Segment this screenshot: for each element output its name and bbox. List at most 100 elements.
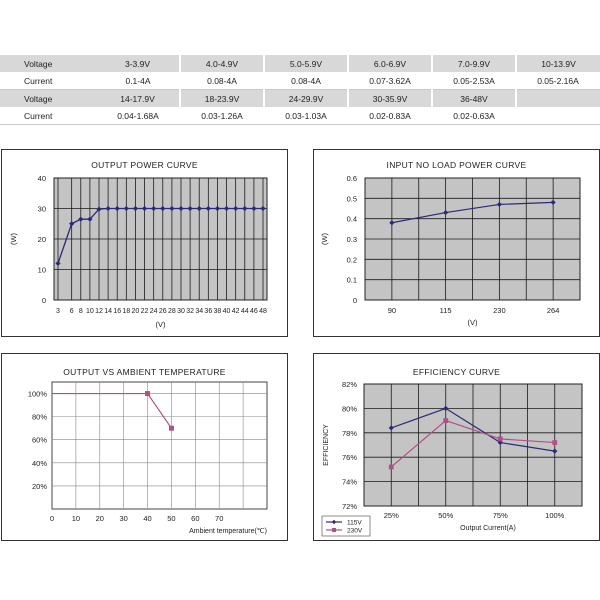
data-point [160, 205, 166, 212]
data-point [169, 205, 175, 212]
chart-title: EFFICIENCY CURVE [412, 367, 501, 377]
x-tick-label: 8 [79, 308, 83, 315]
spec-table: Voltage 3-3.9V 4.0-4.9V 5.0-5.9V 6.0-6.9… [0, 55, 600, 125]
y-tick-label: 0 [353, 296, 357, 305]
x-tick-label: 75% [493, 511, 508, 520]
table-cell: 5.0-5.9V [263, 55, 348, 72]
x-tick-label: 28 [168, 308, 176, 315]
x-tick-label: 34 [195, 308, 203, 315]
x-tick-label: 100% [545, 511, 565, 520]
data-point [496, 201, 502, 208]
x-tick-label: 30 [119, 514, 127, 523]
x-tick-label: 3 [56, 308, 60, 315]
chart-title: OUTPUT VS AMBIENT TEMPERATURE [63, 367, 226, 377]
legend-label: 115V [347, 520, 362, 527]
y-tick-label: 10 [38, 266, 46, 275]
table-cell: 0.05-2.53A [432, 72, 516, 90]
data-point [497, 439, 503, 446]
data-point [69, 221, 75, 227]
table-cell: 4.0-4.9V [179, 55, 264, 72]
y-tick-label: 76% [342, 453, 357, 462]
x-tick-label: 14 [104, 308, 112, 315]
legend-marker [332, 528, 336, 532]
y-tick-label: 0 [42, 296, 46, 305]
table-cell: 10-13.9V [515, 55, 600, 72]
data-point [196, 205, 202, 212]
output-power-plot: 3 6 8 10 12 14 16 18 20 22 24 26 28 30 32 34 36 38 40 42 44 4… [9, 174, 268, 329]
table-cell [516, 107, 600, 125]
y-tick-label: 0.5 [347, 194, 357, 203]
table-cell: 0.1-4A [96, 72, 180, 90]
chart-title: INPUT NO LOAD POWER CURVE [386, 160, 527, 170]
plot-area [51, 381, 268, 510]
x-tick-label: 10 [72, 514, 80, 523]
table-cell: 36-48V [431, 89, 516, 107]
table-cell: 0.03-1.26A [180, 107, 264, 125]
table-cell: 0.02-0.83A [348, 107, 432, 125]
legend-label: 230V [347, 528, 363, 535]
x-tick-label: 46 [250, 308, 258, 315]
x-tick-label: 230 [493, 306, 506, 315]
data-point [550, 199, 556, 205]
table-cell: 0.03-1.03A [264, 107, 348, 125]
data-point [145, 391, 151, 397]
x-axis-label: Output Current(A) [460, 525, 516, 532]
data-point [233, 205, 239, 212]
y-tick-label: 30 [38, 205, 46, 214]
data-point [178, 205, 184, 212]
data-point [168, 425, 174, 431]
y-axis-label: (W) [9, 232, 18, 245]
x-tick-label: 264 [547, 306, 560, 315]
chart-title: OUTPUT POWER CURVE [91, 160, 198, 170]
y-tick-label: 72% [342, 502, 357, 511]
y-tick-label: 0.1 [347, 276, 357, 285]
data-point [388, 464, 394, 470]
x-tick-label: 70 [215, 514, 223, 523]
efficiency-plot: 72% 74% 76% 78% 80% 82% 25% 50% 75% 100% EFFICIENC… [321, 380, 583, 537]
legend-box [321, 515, 371, 537]
x-tick-label: 24 [150, 308, 158, 315]
x-tick-label: 36 [204, 308, 212, 315]
x-tick-label: 90 [388, 306, 396, 315]
y-tick-label: 20 [38, 235, 46, 244]
series-line [391, 407, 555, 452]
table-row: Current 0.1-4A 0.08-4A 0.08-4A 0.07-3.62… [0, 72, 600, 90]
table-cell: 0.08-4A [180, 72, 264, 90]
table-cell: 0.08-4A [264, 72, 348, 90]
data-point [87, 216, 93, 222]
y-tick-label: 80% [342, 404, 357, 413]
x-tick-label: 60 [191, 514, 199, 523]
y-tick-label: 74% [342, 478, 357, 487]
temperature-derating-plot: 20% 40% 60% 80% 100% 0 10 20 30 40 50 60 70 Ambient t… [28, 381, 268, 535]
y-tick-label: 0.4 [347, 215, 357, 224]
y-tick-label: 0.2 [347, 255, 357, 264]
data-point [141, 205, 148, 212]
data-point [114, 205, 120, 212]
no-load-power-plot: 0 0.1 0.2 0.3 0.4 0.5 0.6 90 115 230 264 (W) (V) [320, 174, 581, 327]
x-tick-label: 25% [384, 511, 399, 520]
data-point [242, 205, 248, 212]
data-point [552, 440, 558, 445]
x-tick-label: 0 [50, 514, 54, 523]
temperature-derating-chart: OUTPUT VS AMBIENT TEMPERATURE 20% 40% 60% 8… [1, 353, 288, 541]
data-point [223, 205, 230, 212]
table-cell: 30-35.9V [347, 89, 432, 107]
row-label: Voltage [0, 55, 96, 72]
x-axis-label: (V) [468, 318, 479, 327]
x-tick-label: 26 [159, 308, 167, 315]
y-tick-label: 100% [28, 390, 48, 399]
x-tick-label: 42 [232, 308, 240, 315]
x-tick-label: 115 [440, 306, 452, 315]
data-point [388, 425, 394, 431]
data-point [187, 205, 193, 212]
data-point [389, 220, 395, 226]
legend-marker [331, 519, 337, 525]
data-point [105, 205, 111, 212]
y-tick-label: 78% [342, 429, 357, 438]
table-cell: 7.0-9.9V [431, 55, 516, 72]
x-tick-label: 44 [241, 308, 249, 315]
data-point [251, 205, 257, 212]
table-cell [515, 89, 600, 107]
x-tick-label: 18 [122, 308, 130, 315]
data-point [443, 405, 449, 411]
